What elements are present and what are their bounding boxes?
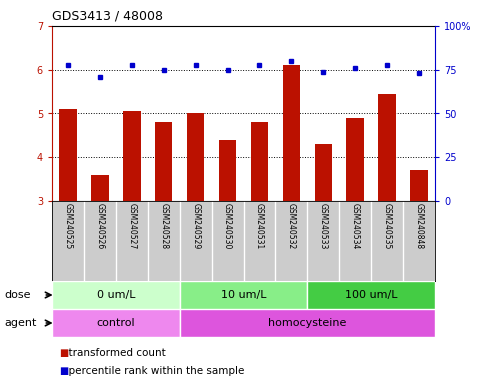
Text: ■: ■	[59, 348, 69, 358]
Text: control: control	[97, 318, 135, 328]
Text: GSM240527: GSM240527	[128, 204, 136, 250]
Text: GSM240529: GSM240529	[191, 204, 200, 250]
Bar	[52, 281, 180, 309]
Bar	[187, 114, 204, 201]
Bar	[155, 122, 172, 201]
Text: GSM240534: GSM240534	[351, 204, 360, 250]
Text: GSM240533: GSM240533	[319, 204, 328, 250]
Text: GSM240535: GSM240535	[383, 204, 392, 250]
Text: percentile rank within the sample: percentile rank within the sample	[62, 366, 244, 376]
Bar	[219, 140, 236, 201]
Text: homocysteine: homocysteine	[268, 318, 346, 328]
Bar	[314, 144, 332, 201]
Text: 0 um/L: 0 um/L	[97, 290, 135, 300]
Text: 100 um/L: 100 um/L	[345, 290, 398, 300]
Text: dose: dose	[5, 290, 31, 300]
Bar	[52, 309, 180, 337]
Text: transformed count: transformed count	[62, 348, 165, 358]
Bar	[283, 65, 300, 201]
Bar	[346, 118, 364, 201]
Text: GSM240530: GSM240530	[223, 204, 232, 250]
Text: GDS3413 / 48008: GDS3413 / 48008	[52, 9, 163, 22]
Bar	[59, 109, 77, 201]
Text: GSM240525: GSM240525	[63, 204, 72, 250]
Bar	[307, 281, 435, 309]
Bar	[180, 281, 307, 309]
Text: GSM240531: GSM240531	[255, 204, 264, 250]
Text: 10 um/L: 10 um/L	[221, 290, 266, 300]
Text: agent: agent	[5, 318, 37, 328]
Bar	[251, 122, 268, 201]
Text: GSM240532: GSM240532	[287, 204, 296, 250]
Bar	[410, 170, 428, 201]
Text: GSM240848: GSM240848	[414, 204, 424, 250]
Text: ■: ■	[59, 366, 69, 376]
Bar	[378, 94, 396, 201]
Bar	[91, 175, 109, 201]
Bar	[180, 309, 435, 337]
Text: GSM240528: GSM240528	[159, 204, 168, 250]
Text: GSM240526: GSM240526	[95, 204, 104, 250]
Bar	[123, 111, 141, 201]
